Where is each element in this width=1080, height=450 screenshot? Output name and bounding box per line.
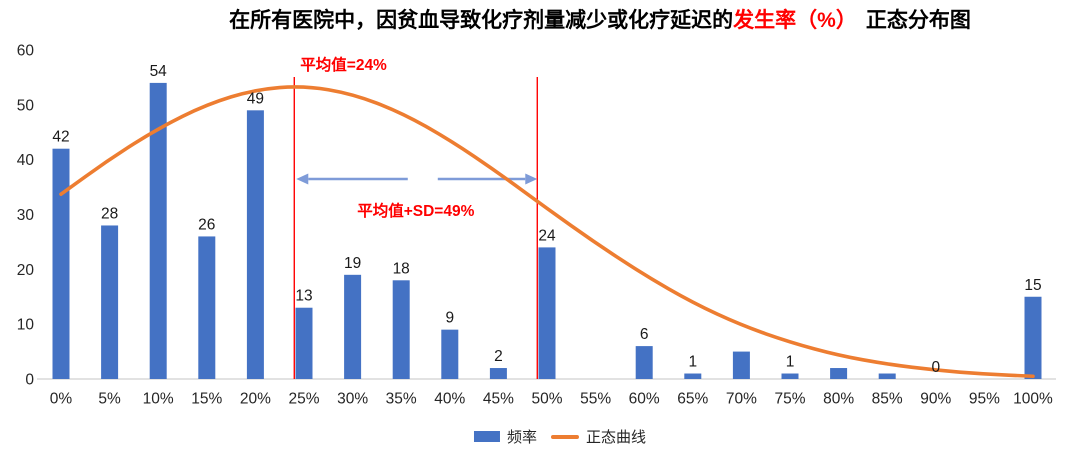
x-tick-label: 95%	[969, 391, 1000, 408]
bar-25%	[295, 307, 313, 379]
bar-10%	[149, 82, 167, 380]
legend: 频率 正态曲线	[473, 426, 647, 447]
x-tick-label: 75%	[774, 391, 805, 408]
bar-value-label: 26	[198, 216, 215, 233]
bar-70%	[732, 351, 750, 379]
x-tick-label: 10%	[143, 391, 174, 408]
x-tick-label: 40%	[434, 391, 465, 408]
left-arrow-head-icon	[296, 173, 309, 185]
x-tick-label: 35%	[386, 391, 417, 408]
right-arrow-head-icon	[525, 173, 538, 185]
x-tick-label: 60%	[629, 391, 660, 408]
y-tick-label: 0	[25, 372, 34, 389]
legend-line-label: 正态曲线	[586, 429, 647, 446]
bar-100%	[1024, 296, 1042, 379]
x-tick-label: 0%	[50, 391, 73, 408]
title-prefix: 在所有医院中，因贫血导致化疗剂量减少或化疗延迟的	[229, 9, 734, 32]
bar-40%	[441, 329, 459, 379]
x-tick-label: 20%	[240, 391, 271, 408]
legend-bar-label: 频率	[506, 429, 537, 446]
bar-5%	[101, 225, 119, 379]
x-tick-label: 45%	[483, 391, 514, 408]
bar-value-label: 42	[52, 129, 69, 146]
x-tick-label: 55%	[580, 391, 611, 408]
x-tick-label: 25%	[288, 391, 319, 408]
x-tick-label: 80%	[823, 391, 854, 408]
bar-value-label: 9	[445, 310, 454, 327]
bar-0%	[52, 148, 70, 379]
bar-value-label: 19	[344, 255, 361, 272]
bar-value-label: 1	[688, 354, 697, 371]
chart-title: 在所有医院中，因贫血导致化疗剂量减少或化疗延迟的发生率（%） 正态分布图	[120, 4, 1080, 34]
bar-35%	[392, 280, 410, 379]
legend-line-swatch-icon	[551, 434, 579, 439]
bar-20%	[246, 110, 264, 380]
x-tick-label: 50%	[531, 391, 562, 408]
bar-15%	[198, 236, 216, 379]
bar-value-label: 24	[538, 227, 556, 244]
legend-bar-swatch-icon	[473, 431, 500, 442]
bar-value-label: 6	[640, 326, 649, 343]
x-tick-label: 65%	[677, 391, 708, 408]
bar-value-label: 54	[150, 63, 168, 80]
bar-75%	[781, 373, 799, 379]
x-tick-label: 5%	[98, 391, 121, 408]
y-tick-label: 30	[17, 207, 35, 224]
x-tick-label: 100%	[1013, 391, 1053, 408]
bar-80%	[830, 368, 848, 379]
bar-30%	[344, 274, 362, 379]
y-tick-label: 50	[17, 97, 35, 114]
x-tick-label: 70%	[726, 391, 757, 408]
y-tick-label: 10	[17, 317, 35, 334]
mean-annotation-label: 平均值=24%	[300, 55, 387, 74]
title-highlight: 发生率（%）	[733, 9, 857, 32]
bar-value-label: 18	[393, 260, 410, 277]
bar-value-label: 1	[786, 354, 795, 371]
bar-value-label: 15	[1024, 277, 1041, 294]
bar-value-label: 0	[931, 359, 940, 376]
x-tick-label: 15%	[191, 391, 222, 408]
bar-85%	[878, 373, 896, 379]
y-tick-label: 60	[17, 43, 35, 60]
x-tick-label: 90%	[920, 391, 951, 408]
bar-50%	[538, 247, 556, 379]
sd-annotation-label: 平均值+SD=49%	[357, 201, 474, 220]
x-tick-label: 30%	[337, 391, 368, 408]
x-tick-label: 85%	[872, 391, 903, 408]
title-suffix: 正态分布图	[865, 9, 971, 32]
bar-45%	[489, 368, 507, 379]
bar-60%	[635, 346, 653, 379]
bar-value-label: 28	[101, 205, 118, 222]
bar-value-label: 49	[247, 90, 264, 107]
normal-curve	[59, 85, 1035, 379]
y-tick-label: 20	[17, 262, 35, 279]
bar-value-label: 2	[494, 348, 503, 365]
bar-value-label: 13	[295, 288, 312, 305]
y-tick-label: 40	[17, 152, 35, 169]
bar-65%	[684, 373, 702, 379]
